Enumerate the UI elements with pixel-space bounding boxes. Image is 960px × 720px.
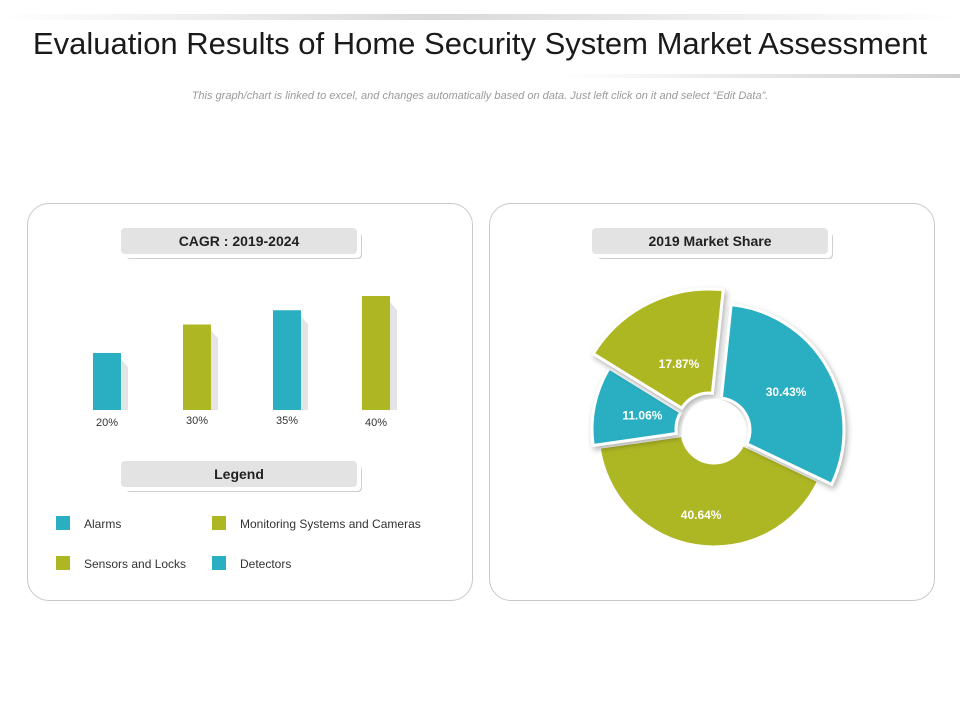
bar-value-label: 20% [96, 417, 118, 429]
bar-value-label: 40% [365, 417, 387, 429]
market-share-panel: 30.43% 40.64% 11.06% 17.87% 2019 Market Sha… [489, 203, 935, 601]
slice-value-label: 40.64% [681, 508, 722, 522]
legend-label: Monitoring Systems and Cameras [240, 517, 421, 531]
slice-alarms [590, 366, 683, 448]
bar-detectors [273, 310, 301, 410]
bar-shadow [301, 316, 308, 410]
cagr-chart-title: CAGR : 2019-2024 [121, 228, 357, 254]
header-decor-line [0, 14, 960, 20]
bar-shadow [211, 330, 218, 410]
page-subtitle: This graph/chart is linked to excel, and… [191, 90, 769, 102]
bar-sensors-and-locks [183, 324, 211, 410]
bar-alarms [93, 353, 121, 410]
legend-label: Sensors and Locks [84, 557, 187, 571]
bar-monitoring-systems-and-cameras [362, 296, 390, 410]
market-share-donut-chart: 30.43% 40.64% 11.06% 17.87% [590, 287, 846, 549]
bar-shadow [390, 302, 397, 410]
legend-label: Detectors [240, 557, 292, 571]
market-share-chart-title: 2019 Market Share [592, 228, 828, 254]
legend-swatch [212, 516, 229, 533]
bar-shadow [121, 359, 128, 410]
bar-value-label: 30% [186, 415, 208, 427]
slice-sensors-and-locks [591, 287, 725, 411]
title-underline [560, 74, 960, 78]
bar-value-label: 35% [276, 415, 298, 427]
slice-value-label: 30.43% [766, 385, 807, 399]
donut-hole [682, 399, 746, 463]
slice-value-label: 11.06% [622, 408, 662, 422]
slice-detectors [719, 303, 846, 487]
legend-swatch [56, 556, 73, 573]
legend-swatch [56, 516, 73, 533]
legend-label: Alarms [84, 517, 122, 531]
cagr-bar-chart: 20% 30% 35% 40% [93, 296, 397, 429]
slice-value-label: 17.87% [659, 357, 700, 371]
page-title: Evaluation Results of Home Security Syst… [32, 26, 928, 61]
legend-title: Legend [121, 461, 357, 487]
cagr-panel: 20% 30% 35% 40% CAGR : 2019-2024 Legend Ala… [27, 203, 473, 601]
legend-swatch [212, 556, 229, 573]
